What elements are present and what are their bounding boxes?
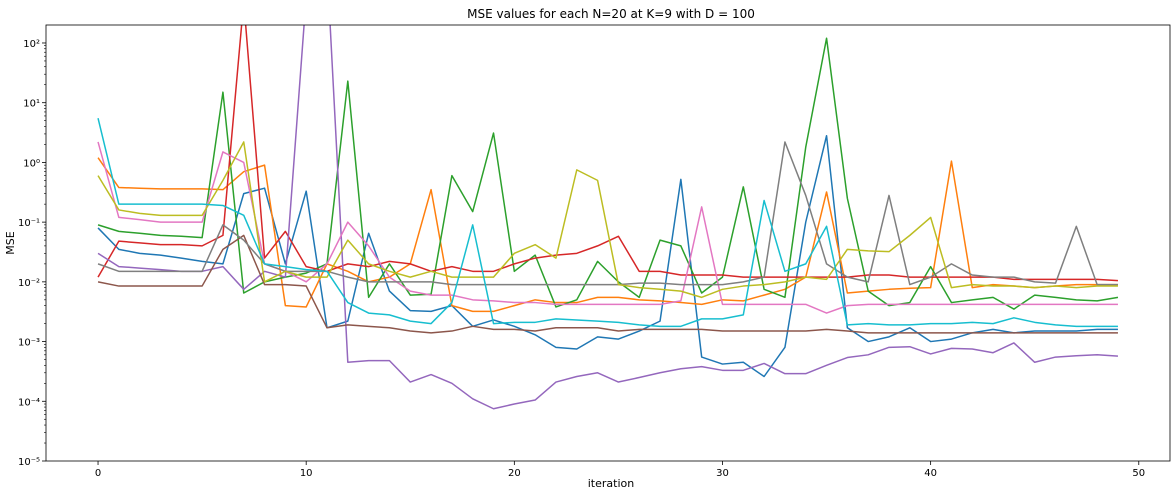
y-tick-label: 10⁻⁵ xyxy=(18,457,40,468)
x-axis-label: iteration xyxy=(588,477,634,490)
x-tick-label: 50 xyxy=(1132,468,1145,479)
series-line-5 xyxy=(97,25,1119,410)
chart-title: MSE values for each N=20 at K=9 with D =… xyxy=(467,7,755,21)
y-tick-label: 10⁻² xyxy=(18,278,40,289)
series-line-1 xyxy=(97,134,1118,378)
y-tick-label: 10⁻¹ xyxy=(18,218,40,229)
x-tick-label: 10 xyxy=(300,468,313,479)
x-axis: 0 10 20 30 40 50 xyxy=(95,461,1145,479)
y-tick-label: 10¹ xyxy=(23,99,40,110)
x-tick-label: 40 xyxy=(924,468,937,479)
series-line-2 xyxy=(97,157,1118,313)
series-line-3 xyxy=(97,37,1119,310)
y-axis: 10⁻⁵ 10⁻⁴ 10⁻³ 10⁻² 10⁻¹ 10⁰ 10¹ 10² xyxy=(18,39,46,468)
x-tick-label: 30 xyxy=(716,468,729,479)
y-tick-label: 10⁻⁴ xyxy=(18,397,40,408)
y-tick-label: 10⁻³ xyxy=(18,338,40,349)
series-line-8 xyxy=(97,141,1118,286)
plot-frame xyxy=(45,24,1171,462)
series-line-9 xyxy=(97,141,1118,299)
series-layer xyxy=(97,25,1119,410)
y-tick-label: 10⁰ xyxy=(23,158,40,169)
y-tick-label: 10² xyxy=(23,39,40,50)
series-line-10 xyxy=(97,118,1118,328)
y-axis-label: MSE xyxy=(4,231,17,254)
x-tick-label: 20 xyxy=(508,468,521,479)
series-line-6 xyxy=(97,234,1118,334)
x-tick-label: 0 xyxy=(95,468,101,479)
